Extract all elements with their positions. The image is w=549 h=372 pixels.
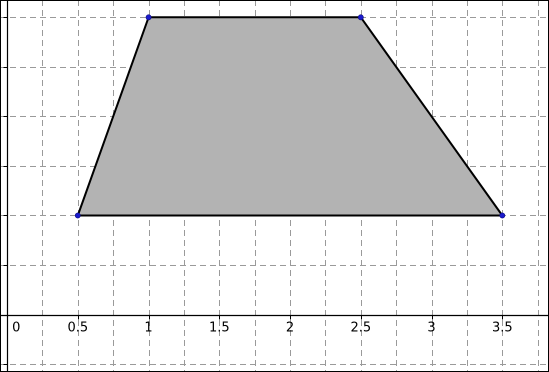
x-tick-label: 2 <box>286 321 294 336</box>
x-tick-label: 2.5 <box>350 321 371 336</box>
x-tick-label: 3 <box>427 321 435 336</box>
x-tick-label: 1 <box>144 321 152 336</box>
vertex-point <box>357 14 364 21</box>
x-tick-label: 0 <box>12 321 20 336</box>
vertex-point <box>499 212 506 219</box>
x-tick-label: 1.5 <box>209 321 230 336</box>
vertex-point <box>74 212 81 219</box>
x-tick-label: 3.5 <box>492 321 513 336</box>
polygon-vertices <box>74 14 506 219</box>
vertex-point <box>145 14 152 21</box>
x-tick-label: 0.5 <box>67 321 88 336</box>
